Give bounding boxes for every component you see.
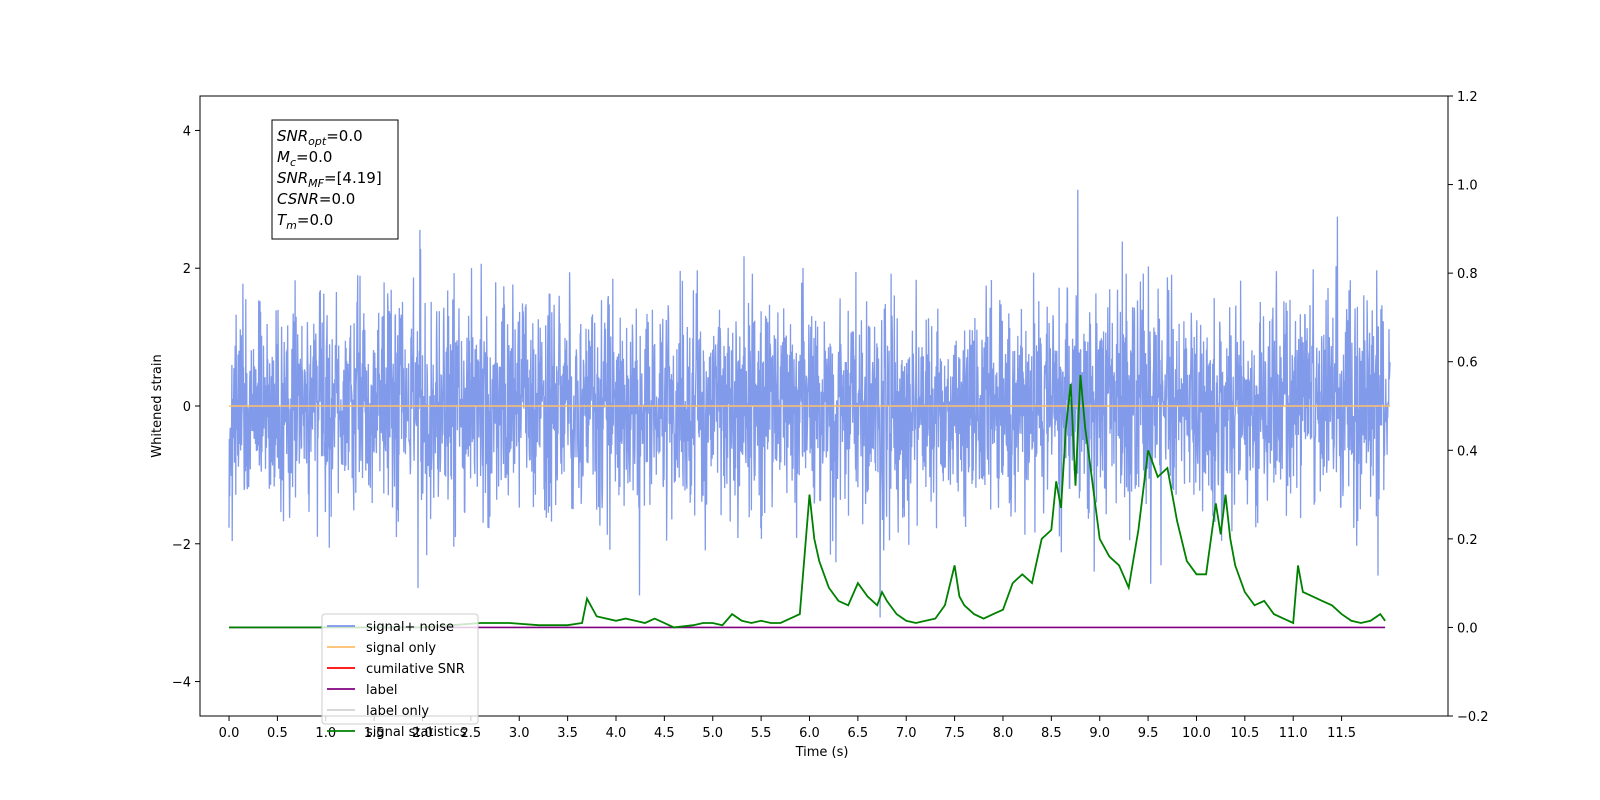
info-line: Tm=0.0 [277, 211, 333, 232]
x-tick-label: 8.0 [993, 726, 1014, 741]
y-tick-label: 2 [183, 262, 191, 277]
y2-tick-label: 0.6 [1457, 356, 1478, 371]
legend: signal+ noise signal only cumilative SNR la… [321, 613, 479, 740]
x-tick-label: 2.5 [461, 726, 482, 741]
series-signal-statistics [229, 374, 1386, 629]
info-box-frame [271, 119, 399, 240]
y2-tick-label: 1.2 [1457, 90, 1478, 105]
x-tick-label: 8.5 [1041, 726, 1062, 741]
x-tick-label: 1.5 [364, 726, 385, 741]
x-tick-label: 11.5 [1327, 726, 1356, 741]
info-line: CSNR=0.0 [277, 190, 355, 208]
x-tick-label: 5.5 [751, 726, 772, 741]
x-tick-label: 4.0 [606, 726, 627, 741]
info-line: SNRMF=[4.19] [277, 169, 382, 190]
legend-label-signal-noise: signal+ noise [366, 620, 454, 635]
legend-label-label-only: label only [366, 704, 429, 719]
legend-label-signal-only: signal only [366, 641, 436, 656]
info-line: Mc=0.0 [277, 148, 332, 169]
legend-frame [321, 613, 479, 725]
y-tick-label: −2 [172, 538, 191, 553]
x-tick-label: 9.0 [1089, 726, 1110, 741]
y2-tick-label: 0.8 [1457, 267, 1478, 282]
x-tick-label: 4.5 [654, 726, 675, 741]
y2-axis: −0.2 0.0 0.2 0.4 0.6 0.8 1.0 1.2 [1448, 90, 1489, 725]
series-signal-noise [228, 189, 1391, 618]
y-axis-label: Whitened strain [150, 354, 165, 457]
y2-tick-label: 0.2 [1457, 533, 1478, 548]
y-axis: −4 −2 0 2 4 [172, 124, 200, 691]
x-axis: 0.0 0.5 1.0 1.5 2.0 2.5 3.0 3.5 4.0 4.5 5.0 5.5 6.0 6… [219, 716, 1356, 741]
x-tick-label: 6.0 [799, 726, 820, 741]
x-tick-label: 10.0 [1182, 726, 1211, 741]
y-tick-label: 0 [183, 400, 191, 415]
x-tick-label: 0.0 [219, 726, 240, 741]
y2-tick-label: −0.2 [1457, 710, 1489, 725]
x-tick-label: 7.0 [896, 726, 917, 741]
x-tick-label: 1.0 [315, 726, 336, 741]
info-line: SNRopt=0.0 [277, 127, 363, 148]
legend-label-cumilative-snr: cumilative SNR [366, 662, 465, 677]
y-tick-label: −4 [172, 676, 191, 691]
x-tick-label: 3.5 [557, 726, 578, 741]
y2-tick-label: 0.0 [1457, 621, 1478, 636]
y2-tick-label: 1.0 [1457, 179, 1478, 194]
y-tick-label: 4 [183, 124, 191, 139]
legend-label-label: label [366, 683, 397, 698]
x-tick-label: 3.0 [509, 726, 530, 741]
y2-tick-label: 0.4 [1457, 444, 1478, 459]
x-tick-label: 11.0 [1279, 726, 1308, 741]
x-tick-label: 6.5 [848, 726, 869, 741]
legend-label-signal-statistics: signal statistics [366, 725, 467, 740]
x-tick-label: 10.5 [1230, 726, 1259, 741]
x-tick-label: 0.5 [267, 726, 288, 741]
x-tick-label: 9.5 [1138, 726, 1159, 741]
x-axis-label: Time (s) [795, 745, 849, 760]
x-tick-label: 7.5 [944, 726, 965, 741]
x-tick-label: 5.0 [702, 726, 723, 741]
x-tick-label: 2.0 [412, 726, 433, 741]
series-layer [228, 189, 1391, 629]
